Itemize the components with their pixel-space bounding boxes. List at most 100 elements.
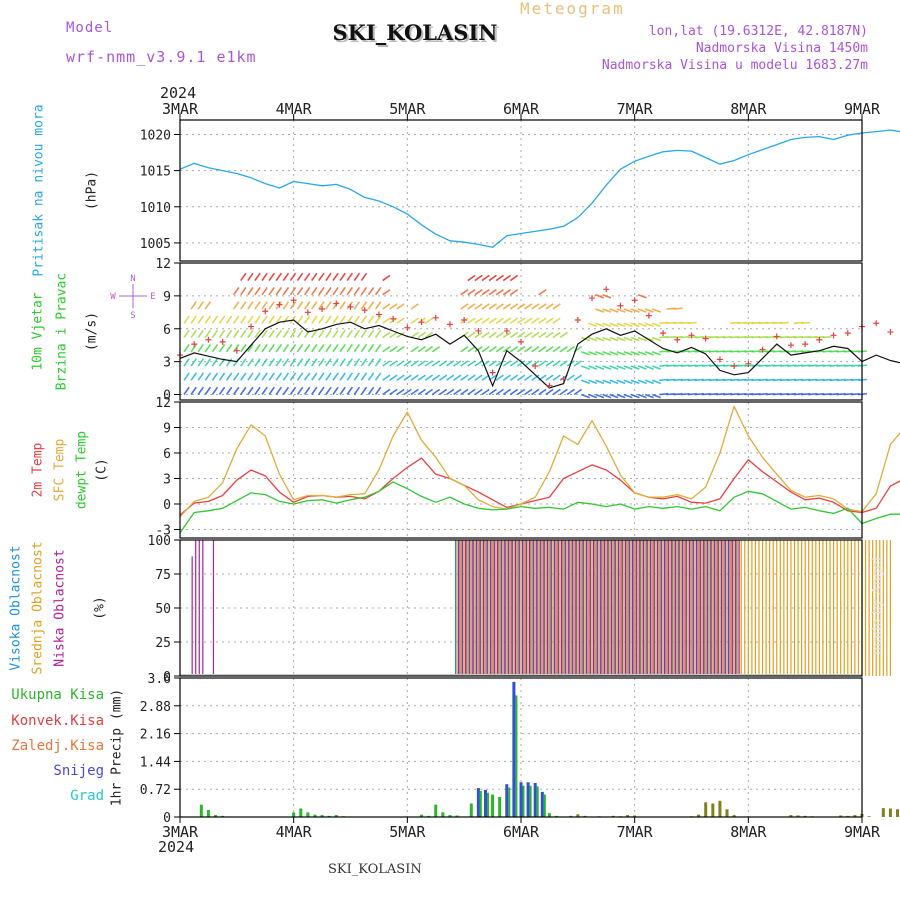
- wind-gust-marker: [716, 356, 723, 363]
- wind-arrow: [282, 272, 290, 281]
- wind-arrow: [339, 372, 346, 381]
- wind-arrow: [481, 388, 490, 396]
- wind-arrow: [204, 372, 212, 381]
- wind-arrow: [502, 288, 512, 296]
- wind-arrow: [254, 329, 261, 338]
- wind-arrow: [332, 272, 339, 281]
- y-tick-label: 3: [163, 356, 171, 371]
- wind-arrow: [254, 301, 261, 310]
- wind-arrow: [339, 301, 346, 310]
- wind-arrow: [509, 331, 519, 339]
- wind-arrow: [651, 365, 661, 370]
- wind-gust-marker: [617, 302, 624, 309]
- wind-gust-marker: [375, 311, 382, 318]
- wind-arrow: [474, 360, 483, 367]
- pressure-axis-label: (hPa): [85, 171, 100, 210]
- wind-arrow: [374, 343, 382, 353]
- x-label-bottom: 3MAR: [162, 823, 199, 841]
- clouds-axis-label: Niska Oblacnost: [53, 549, 68, 666]
- wind-arrow: [360, 286, 368, 296]
- wind-arrow: [467, 317, 476, 324]
- wind-arrow: [360, 372, 368, 381]
- wind-gust-marker: [546, 382, 553, 389]
- wind-arrow: [396, 388, 405, 396]
- wind-arrow: [623, 365, 633, 370]
- wind-arrow: [289, 386, 297, 395]
- wind-arrow: [240, 386, 247, 395]
- wind-arrow: [367, 386, 375, 395]
- wind-arrow: [204, 315, 212, 324]
- wind-gust-marker: [319, 306, 326, 313]
- wind-arrow: [602, 351, 612, 356]
- pressure-panel-frame: [179, 119, 863, 262]
- wind-arrow: [360, 343, 368, 353]
- wind-arrow: [488, 345, 497, 353]
- wind-arrow: [474, 274, 483, 282]
- precip-bar: [896, 809, 900, 817]
- wind-arrow: [545, 360, 554, 367]
- wind-arrow: [282, 329, 290, 338]
- wind-gust-marker: [773, 333, 780, 340]
- x-label-top: 6MAR: [503, 100, 540, 118]
- wind-arrow: [218, 329, 226, 338]
- wind-arrow: [183, 329, 190, 338]
- wind-arrow: [311, 343, 318, 353]
- wind-arrow: [509, 274, 519, 282]
- precip-bar-rain: [486, 792, 489, 817]
- wind-arrow: [332, 386, 339, 395]
- wind-arrow: [225, 343, 233, 353]
- wind-arrow: [325, 286, 332, 296]
- y-tick-label: 0: [163, 498, 171, 513]
- wind-arrow: [524, 360, 533, 367]
- wind-arrow: [353, 358, 361, 367]
- wind-arrow: [382, 360, 391, 367]
- wind-arrow: [233, 315, 240, 324]
- wind-arrow: [247, 272, 254, 281]
- wind-arrow: [282, 386, 290, 395]
- wind-arrow: [325, 386, 332, 395]
- wind-arrow: [346, 272, 353, 281]
- y-tick-label: 0: [163, 389, 171, 404]
- wind-arrow: [197, 343, 205, 353]
- y-tick-label: 12: [155, 257, 171, 272]
- wind-gust-marker: [759, 346, 766, 353]
- wind-arrow: [495, 288, 504, 296]
- wind-arrow: [467, 303, 476, 310]
- wind-arrow: [545, 374, 554, 381]
- wind-arrow: [190, 315, 197, 324]
- wind-arrow: [509, 303, 519, 310]
- wind-arrow: [460, 288, 469, 296]
- wind-arrow: [296, 301, 304, 310]
- wind-arrow: [282, 301, 290, 310]
- wind-gust-marker: [205, 336, 212, 343]
- wind-arrow: [261, 272, 268, 281]
- wind-arrow: [637, 393, 647, 399]
- wind-arrow: [382, 345, 391, 353]
- wind-axis-label: 10m Vjetar: [31, 292, 46, 370]
- wind-arrow: [211, 329, 219, 338]
- wind-arrow: [353, 343, 361, 353]
- wind-arrow: [651, 393, 661, 399]
- wind-arrow: [247, 372, 254, 381]
- precip-bar: [306, 812, 310, 817]
- precip-bar: [434, 804, 438, 817]
- precip-bar: [512, 681, 516, 817]
- wind-arrow: [481, 317, 490, 324]
- wind-gust-marker: [802, 341, 809, 348]
- wind-arrow: [495, 303, 504, 310]
- wind-arrow: [318, 315, 325, 324]
- wind-arrow: [467, 274, 476, 282]
- wind-arrow: [296, 272, 304, 281]
- y-tick-label: 3.6: [148, 672, 171, 687]
- precip-bar: [725, 809, 729, 817]
- precip-bar: [867, 816, 871, 817]
- wind-arrow: [595, 351, 605, 356]
- wind-gust-marker: [461, 316, 468, 323]
- wind-axis-label: (m/s): [85, 312, 100, 351]
- wind-arrow: [183, 315, 190, 324]
- wind-arrow: [268, 315, 275, 324]
- precip-bar: [455, 815, 459, 817]
- wind-arrow: [545, 388, 554, 396]
- wind-arrow: [325, 343, 332, 353]
- wind-arrow: [673, 307, 683, 310]
